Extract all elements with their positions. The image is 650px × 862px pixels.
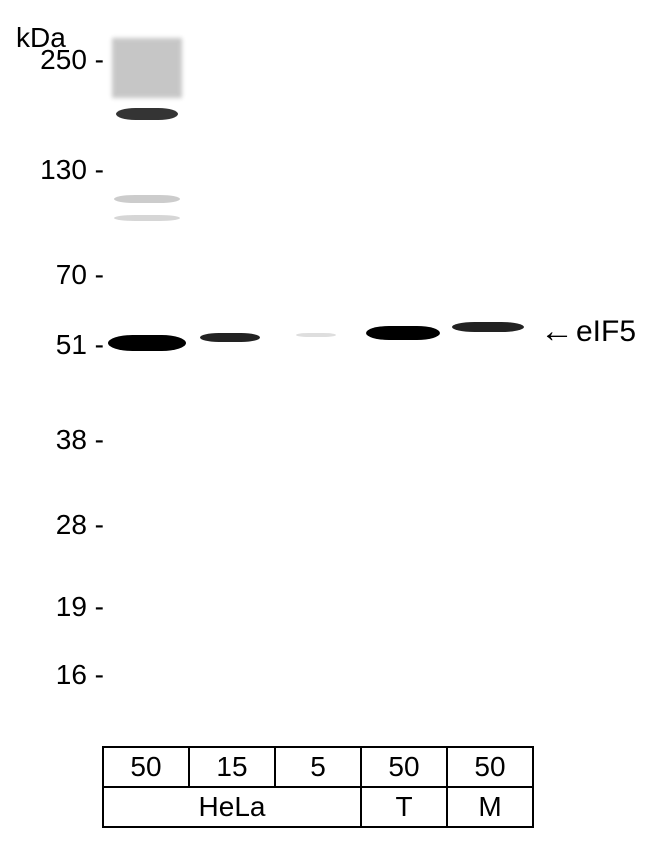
target-band	[108, 335, 186, 351]
nonspecific-band	[114, 195, 180, 203]
mw-marker-label: 51 -	[0, 329, 104, 361]
sample-group-cell: HeLa	[103, 787, 361, 827]
target-band	[200, 333, 260, 342]
target-protein-name: eIF5	[576, 315, 636, 349]
target-band-arrow: ← eIF5	[540, 312, 636, 351]
western-blot-figure: kDa 250 -130 -70 -51 -38 -28 -19 -16 - ←…	[0, 0, 650, 862]
blot-membrane	[102, 20, 532, 740]
loading-row: 501555050	[103, 747, 533, 787]
lane-load-cell: 50	[103, 747, 189, 787]
target-band	[452, 322, 524, 332]
mw-marker-label: 19 -	[0, 591, 104, 623]
target-band	[296, 333, 336, 337]
lane-load-cell: 15	[189, 747, 275, 787]
lane-load-cell: 50	[361, 747, 447, 787]
nonspecific-band	[114, 215, 180, 221]
lane-annotation-table: 501555050 HeLaTM	[102, 746, 534, 828]
sample-row: HeLaTM	[103, 787, 533, 827]
lane-load-cell: 5	[275, 747, 361, 787]
sample-group-cell: T	[361, 787, 447, 827]
arrow-left-icon: ←	[540, 312, 574, 351]
nonspecific-band	[112, 38, 182, 98]
mw-marker-label: 28 -	[0, 509, 104, 541]
mw-marker-label: 70 -	[0, 259, 104, 291]
target-band	[366, 326, 440, 340]
mw-marker-label: 16 -	[0, 659, 104, 691]
mw-marker-label: 130 -	[0, 154, 104, 186]
mw-marker-label: 250 -	[0, 44, 104, 76]
nonspecific-band	[116, 108, 178, 120]
lane-load-cell: 50	[447, 747, 533, 787]
sample-group-cell: M	[447, 787, 533, 827]
mw-marker-label: 38 -	[0, 424, 104, 456]
